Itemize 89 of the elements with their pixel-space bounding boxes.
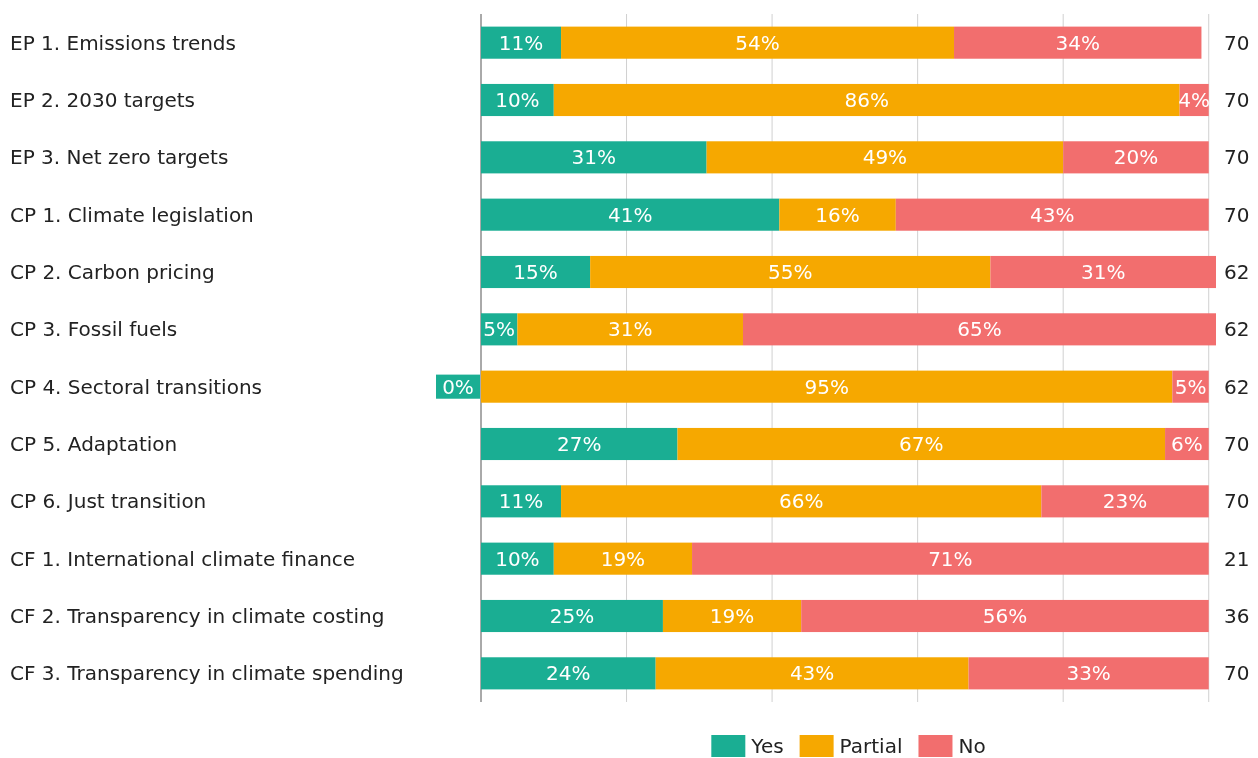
- data-label: 6%: [1171, 432, 1203, 456]
- data-label: 23%: [1102, 489, 1148, 514]
- data-label: 10%: [495, 546, 540, 571]
- y-tick-label: CP 4. Sectoral transitions: [10, 374, 262, 399]
- text: 21: [1224, 546, 1250, 571]
- bar: [481, 657, 656, 690]
- bar: [553, 542, 693, 575]
- text: 70: [1224, 432, 1250, 456]
- bar: [481, 427, 678, 461]
- bar: [561, 485, 1042, 518]
- legend-label: Partial: [839, 734, 903, 758]
- bar: [706, 141, 1064, 174]
- data-label: 10%: [495, 88, 540, 112]
- data-label: 49%: [862, 145, 908, 170]
- text: 70: [1224, 145, 1250, 170]
- bar: [481, 255, 591, 289]
- data-label: 95%: [804, 374, 849, 399]
- y-tick-label: CP 5. Adaptation: [10, 432, 178, 456]
- data-label: 19%: [709, 604, 755, 628]
- data-label: 5%: [483, 317, 516, 342]
- bar: [677, 427, 1166, 461]
- bar: [1063, 141, 1209, 174]
- text: 62: [1224, 374, 1250, 399]
- data-label: 16%: [815, 202, 860, 227]
- bar: [742, 313, 1216, 346]
- y-tick-label: CP 2. Carbon pricing: [10, 260, 215, 284]
- bar: [990, 255, 1216, 289]
- data-label: 33%: [1066, 661, 1111, 686]
- y-tick-label: CP 3. Fossil fuels: [10, 317, 178, 342]
- data-label: 19%: [600, 546, 646, 571]
- y-tick-label: CP 1. Climate legislation: [10, 202, 254, 227]
- data-label: 56%: [982, 604, 1028, 628]
- text: 70: [1224, 489, 1250, 514]
- bar: [481, 198, 780, 231]
- bar: [517, 313, 743, 346]
- bar: [561, 26, 955, 59]
- data-label: 65%: [957, 317, 1002, 342]
- data-label: 43%: [789, 661, 835, 686]
- data-label: 31%: [607, 317, 653, 342]
- data-label: 11%: [498, 489, 544, 514]
- bar: [954, 26, 1202, 59]
- data-label: 24%: [546, 661, 591, 686]
- y-tick-label: EP 1. Emissions trends: [10, 30, 236, 55]
- bar: [1041, 485, 1209, 518]
- data-label: 43%: [1030, 202, 1075, 227]
- y-tick-label: CF 2. Transparency in climate costing: [10, 604, 385, 628]
- bar: [553, 83, 1180, 117]
- data-label: 31%: [571, 145, 617, 170]
- data-label: 86%: [844, 88, 889, 112]
- data-label: 31%: [1080, 260, 1126, 284]
- data-label: 0%: [442, 374, 474, 399]
- y-tick-label: CF 3. Transparency in climate spending: [10, 661, 404, 686]
- text: 70: [1224, 202, 1250, 227]
- bar: [481, 141, 707, 174]
- text: 70: [1224, 30, 1250, 55]
- bar: [968, 657, 1209, 690]
- text: 62: [1224, 260, 1250, 284]
- bar: [481, 599, 663, 633]
- data-label: 5%: [1174, 374, 1207, 399]
- data-label: 54%: [735, 30, 780, 55]
- bar: [779, 198, 896, 231]
- legend-label: No: [958, 734, 986, 758]
- text: 62: [1224, 317, 1250, 342]
- bar: [655, 657, 969, 690]
- bar: [662, 599, 802, 633]
- data-label: 25%: [549, 604, 595, 628]
- data-label: 71%: [928, 546, 973, 571]
- data-label: 34%: [1055, 30, 1100, 55]
- text: 36: [1224, 604, 1250, 628]
- data-label: 11%: [498, 30, 544, 55]
- text: 70: [1224, 88, 1250, 112]
- data-label: 41%: [607, 202, 653, 227]
- text: 70: [1224, 661, 1250, 686]
- y-tick-label: EP 2. 2030 targets: [10, 88, 195, 112]
- y-tick-label: EP 3. Net zero targets: [10, 145, 229, 170]
- y-tick-label: CF 1. International climate finance: [10, 546, 356, 571]
- data-label: 15%: [513, 260, 558, 284]
- y-tick-label: CP 6. Just transition: [10, 489, 207, 514]
- data-label: 4%: [1178, 88, 1211, 112]
- bar: [895, 198, 1209, 231]
- data-label: 27%: [557, 432, 602, 456]
- bar: [590, 255, 991, 289]
- data-label: 55%: [768, 260, 813, 284]
- bar: [692, 542, 1209, 575]
- data-label: 66%: [778, 489, 824, 514]
- data-label: 20%: [1113, 145, 1159, 170]
- bar: [801, 599, 1209, 633]
- data-label: 67%: [899, 432, 944, 456]
- legend-label: Yes: [750, 734, 784, 758]
